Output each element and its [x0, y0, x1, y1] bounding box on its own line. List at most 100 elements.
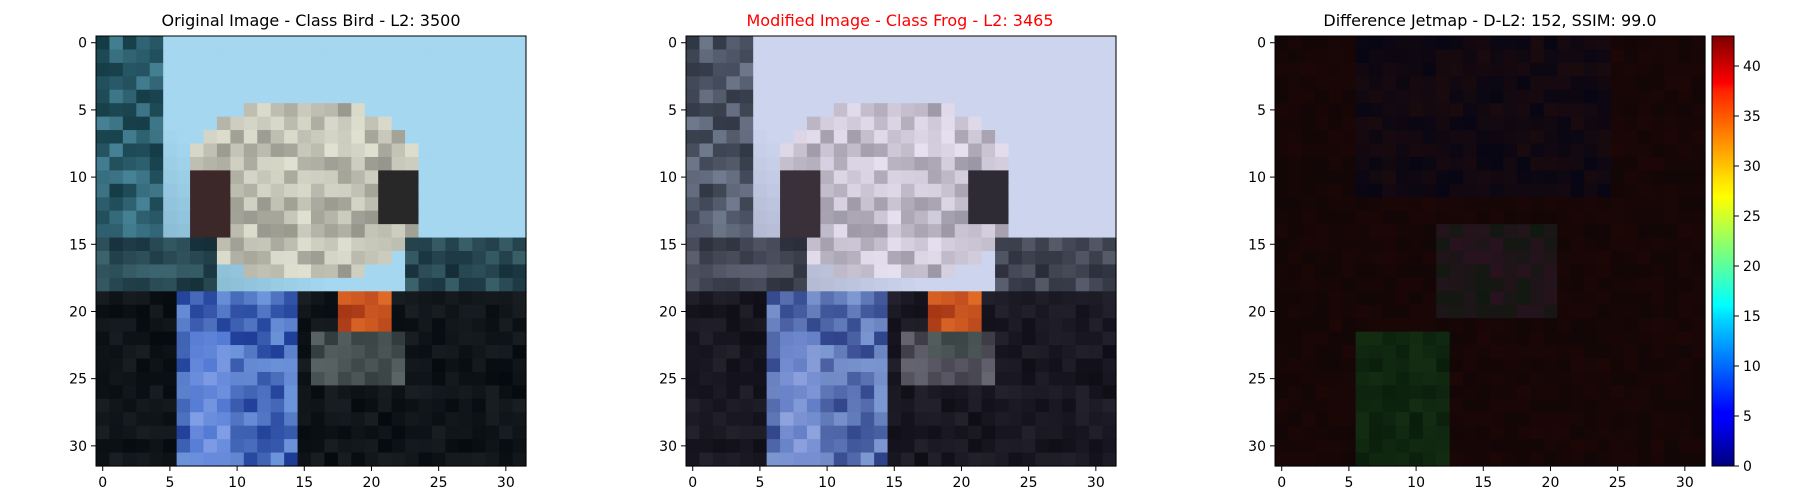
image-pixel — [1395, 277, 1410, 292]
image-pixel — [203, 318, 218, 333]
image-pixel — [1664, 156, 1679, 171]
image-pixel — [780, 425, 795, 440]
image-pixel — [243, 224, 258, 239]
image-pixel — [203, 197, 218, 212]
y-tick-label: 15 — [659, 237, 677, 253]
image-pixel — [485, 49, 500, 64]
image-pixel — [405, 251, 420, 266]
image-pixel — [203, 103, 218, 118]
image-pixel — [1328, 318, 1343, 333]
image-pixel — [1021, 398, 1036, 413]
image-pixel — [230, 224, 245, 239]
image-pixel — [941, 49, 956, 64]
image-pixel — [1436, 291, 1451, 306]
image-pixel — [1075, 237, 1090, 252]
image-pixel — [995, 76, 1010, 91]
image-pixel — [163, 76, 178, 91]
image-pixel — [149, 76, 164, 91]
image-pixel — [1449, 49, 1464, 64]
x-tick-label: 25 — [1020, 475, 1038, 491]
image-pixel — [176, 224, 191, 239]
image-pixel — [1436, 318, 1451, 333]
image-pixel — [418, 76, 433, 91]
image-pixel — [954, 197, 969, 212]
image-pixel — [324, 318, 339, 333]
image-pixel — [122, 210, 137, 225]
image-pixel — [806, 385, 821, 400]
image-pixel — [1557, 116, 1572, 131]
image-pixel — [1315, 358, 1330, 373]
image-pixel — [753, 304, 768, 319]
image-pixel — [485, 36, 500, 51]
image-pixel — [1075, 116, 1090, 131]
image-pixel — [968, 143, 983, 158]
image-pixel — [739, 197, 754, 212]
image-pixel — [311, 398, 326, 413]
image-pixel — [1584, 331, 1599, 346]
image-pixel — [324, 398, 339, 413]
image-pixel — [284, 143, 299, 158]
image-pixel — [1048, 49, 1063, 64]
image-pixel — [1490, 183, 1505, 198]
image-pixel — [941, 331, 956, 346]
image-pixel — [351, 251, 366, 266]
image-pixel — [1409, 49, 1424, 64]
image-pixel — [337, 183, 352, 198]
image-pixel — [914, 49, 929, 64]
image-pixel — [1678, 170, 1693, 185]
image-pixel — [1328, 237, 1343, 252]
image-pixel — [1288, 358, 1303, 373]
image-pixel — [1275, 331, 1290, 346]
image-pixel — [927, 224, 942, 239]
image-pixel — [230, 183, 245, 198]
image-pixel — [1637, 277, 1652, 292]
image-pixel — [149, 251, 164, 266]
image-pixel — [163, 49, 178, 64]
image-pixel — [257, 183, 272, 198]
image-pixel — [1584, 358, 1599, 373]
image-pixel — [1543, 398, 1558, 413]
image-pixel — [1490, 398, 1505, 413]
image-pixel — [981, 210, 996, 225]
image-pixel — [968, 412, 983, 427]
image-pixel — [1436, 371, 1451, 386]
image-pixel — [257, 358, 272, 373]
image-pixel — [1409, 264, 1424, 279]
image-pixel — [284, 36, 299, 51]
image-pixel — [243, 331, 258, 346]
image-pixel — [1490, 371, 1505, 386]
image-pixel — [766, 210, 781, 225]
image-pixel — [458, 412, 473, 427]
image-pixel — [820, 89, 835, 104]
image-pixel — [485, 251, 500, 266]
image-pixel — [1288, 251, 1303, 266]
image-pixel — [1301, 452, 1316, 467]
image-pixel — [1062, 170, 1077, 185]
image-pixel — [968, 224, 983, 239]
image-pixel — [1102, 385, 1117, 400]
image-pixel — [1597, 358, 1612, 373]
image-pixel — [766, 398, 781, 413]
image-pixel — [981, 264, 996, 279]
image-pixel — [1369, 304, 1384, 319]
image-pixel — [1048, 304, 1063, 319]
image-pixel — [1530, 183, 1545, 198]
image-pixel — [860, 62, 875, 77]
image-pixel — [1342, 116, 1357, 131]
image-pixel — [1610, 452, 1625, 467]
image-pixel — [243, 425, 258, 440]
image-pixel — [699, 412, 714, 427]
image-pixel — [1557, 103, 1572, 118]
image-pixel — [874, 331, 889, 346]
image-pixel — [1651, 130, 1666, 145]
image-pixel — [378, 371, 393, 386]
image-pixel — [378, 345, 393, 360]
image-pixel — [1436, 183, 1451, 198]
image-pixel — [1062, 237, 1077, 252]
image-pixel — [1597, 76, 1612, 91]
image-pixel — [297, 439, 312, 454]
image-pixel — [257, 452, 272, 467]
image-pixel — [499, 170, 514, 185]
image-pixel — [1301, 398, 1316, 413]
image-pixel — [712, 130, 727, 145]
